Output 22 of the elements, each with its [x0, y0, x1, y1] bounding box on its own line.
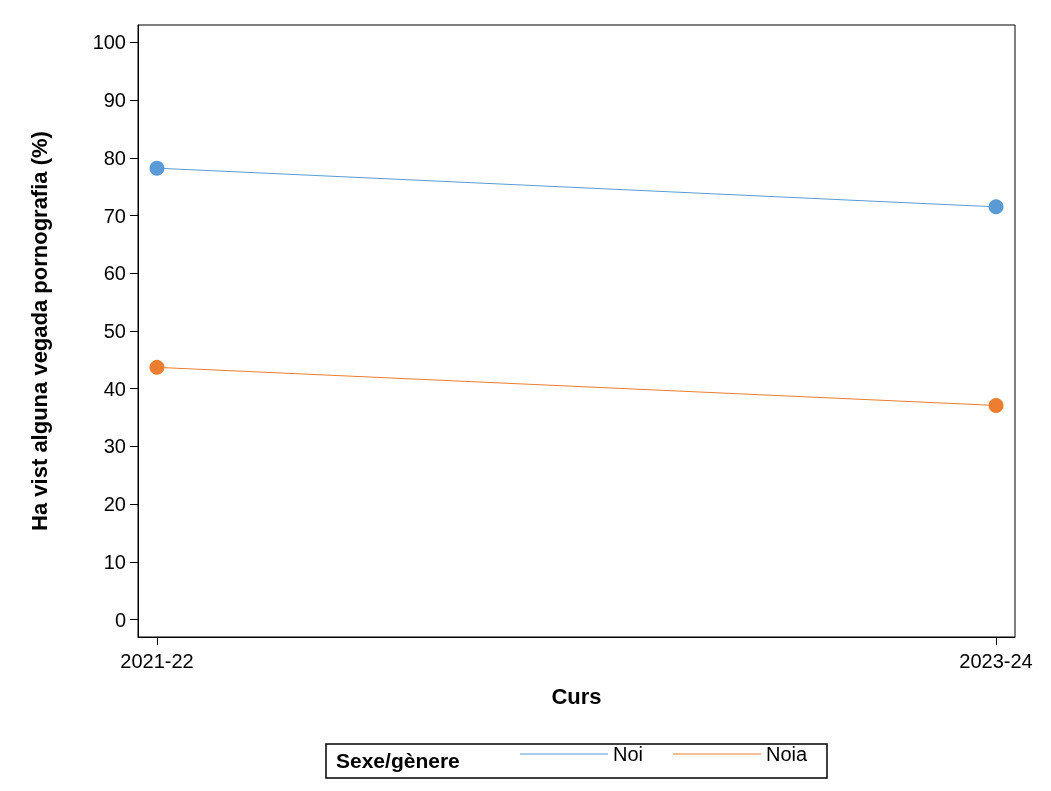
y-tick-label: 20: [103, 493, 126, 516]
y-tick-label: 0: [114, 608, 126, 631]
x-axis-title: Curs: [551, 683, 602, 709]
y-axis-title: Ha vist alguna vegada pornografia (%): [26, 131, 52, 531]
point: [988, 199, 1004, 215]
y-tick-label: 90: [103, 89, 126, 112]
y-tick-label: 40: [103, 377, 126, 400]
point: [149, 160, 165, 176]
point: [988, 397, 1004, 413]
y-tick-label: 60: [103, 262, 126, 285]
point: [149, 359, 165, 375]
legend-title: Sexe/gènere: [336, 749, 460, 772]
y-tick-label: 80: [103, 146, 126, 169]
y-tick-label: 10: [103, 550, 126, 573]
legend-label: Noi: [613, 743, 644, 765]
legend-label: Noia: [766, 743, 809, 765]
y-tick-label: 70: [103, 204, 126, 227]
x-tick-label: 2023-24: [959, 650, 1033, 672]
y-tick-label: 50: [103, 320, 126, 342]
y-tick-label: 100: [92, 31, 126, 54]
x-tick-label: 2021-22: [120, 650, 194, 672]
y-tick-label: 30: [103, 435, 126, 458]
